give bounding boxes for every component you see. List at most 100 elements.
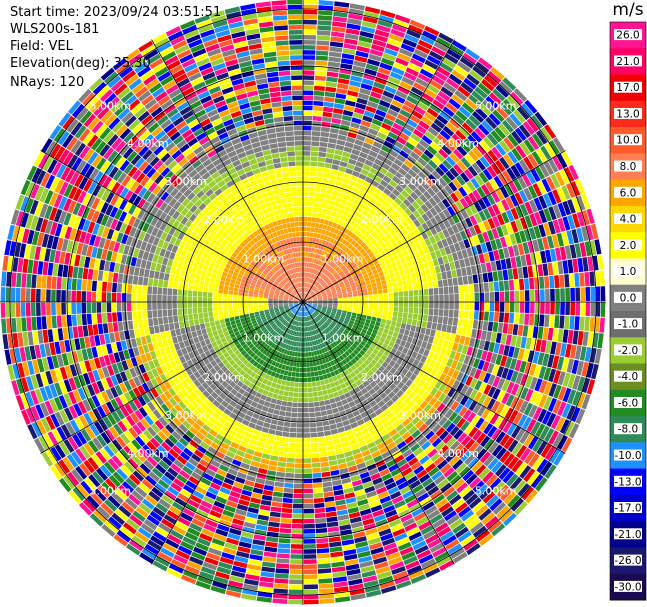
radar-gate [321, 293, 327, 296]
radar-gate [312, 111, 323, 117]
radar-gate [357, 289, 363, 294]
radar-gate [525, 337, 532, 350]
radar-gate [329, 465, 339, 471]
radar-gate [325, 247, 331, 253]
radar-gate [271, 501, 282, 508]
radar-gate [323, 425, 331, 431]
radar-gate [405, 273, 411, 280]
radar-gate [300, 357, 303, 362]
radar-gate [316, 40, 330, 46]
radar-gate [408, 296, 414, 302]
radar-gate [523, 187, 533, 201]
radar-gate [312, 237, 317, 243]
radar-gate [430, 251, 437, 260]
radar-gate [308, 351, 312, 357]
radar-gate [505, 222, 514, 235]
radar-gate [321, 240, 327, 246]
radar-gate [294, 377, 299, 383]
radar-gate [325, 440, 334, 446]
radar-gate [441, 271, 447, 280]
radar-gate [383, 297, 389, 302]
radar-gate [502, 170, 512, 183]
radar-gate [299, 372, 303, 378]
radar-gate [372, 39, 387, 48]
radar-gate [463, 238, 471, 249]
radar-gate [594, 348, 602, 364]
radar-gate [327, 292, 332, 296]
radar-gate [339, 161, 348, 168]
radar-gate [355, 102, 367, 110]
radar-gate [457, 276, 464, 286]
radar-gate [326, 388, 333, 394]
radar-gate [478, 57, 493, 70]
radar-gate [317, 296, 323, 299]
radar-gate [387, 287, 393, 293]
radar-gate [530, 252, 537, 265]
radar-gate [576, 360, 584, 376]
radar-gate [574, 243, 582, 258]
radar-gate [360, 281, 366, 287]
radar-gate [512, 244, 520, 257]
radar-gate [403, 159, 414, 169]
radar-gate [449, 294, 454, 302]
radar-gate [307, 283, 310, 288]
radar-gate [309, 232, 314, 238]
radar-gate [449, 333, 456, 342]
radar-gate [316, 277, 321, 282]
radar-gate [388, 192, 397, 201]
radar-gate [354, 139, 364, 147]
radar-gate [341, 239, 347, 245]
radar-gate [426, 321, 433, 329]
radar-gate [509, 302, 515, 313]
radar-gate [417, 216, 426, 225]
radar-gate [325, 86, 337, 93]
radar-gate [424, 200, 433, 210]
radar-gate [414, 302, 419, 308]
radar-gate [313, 90, 325, 96]
radar-gate [275, 476, 285, 483]
radar-gate [377, 216, 385, 224]
radar-gate [565, 288, 570, 302]
radar-gate [571, 229, 579, 244]
radar-gate [411, 258, 418, 266]
radar-gate [330, 169, 338, 176]
radar-gate [308, 262, 312, 268]
radar-gate [564, 274, 570, 288]
radar-gate [384, 240, 392, 247]
radar-gate [441, 238, 449, 248]
radar-gate [267, 526, 280, 533]
radar-gate [449, 261, 456, 270]
radar-gate [534, 211, 543, 225]
radar-gate [502, 323, 509, 334]
radar-gate [274, 435, 282, 442]
radar-gate [325, 214, 331, 221]
radar-gate [328, 248, 333, 254]
radar-gate [332, 294, 338, 298]
radar-gate [359, 88, 371, 96]
radar-gate [358, 173, 367, 181]
radar-gate [503, 153, 514, 167]
radar-gate [399, 202, 408, 211]
radar-gate [401, 219, 409, 228]
radar-gate [409, 151, 420, 161]
radar-gate [535, 339, 542, 352]
radar-gate [439, 129, 451, 141]
radar-gate [455, 129, 467, 141]
radar-gate [286, 457, 295, 463]
radar-gate [320, 131, 330, 138]
radar-gate [295, 367, 300, 372]
radar-gate [314, 243, 319, 249]
radar-gate [306, 283, 309, 288]
radar-gate [342, 277, 348, 282]
radar-gate [303, 554, 317, 559]
radar-gate [319, 266, 323, 272]
radar-gate [549, 275, 555, 289]
radar-gate [449, 152, 460, 163]
radar-gate [382, 90, 395, 99]
radar-gate [386, 184, 395, 192]
radar-gate [501, 211, 510, 224]
radar-gate [377, 289, 383, 294]
radar-gate [317, 436, 325, 442]
radar-gate [316, 167, 324, 173]
radar-gate [383, 293, 389, 298]
